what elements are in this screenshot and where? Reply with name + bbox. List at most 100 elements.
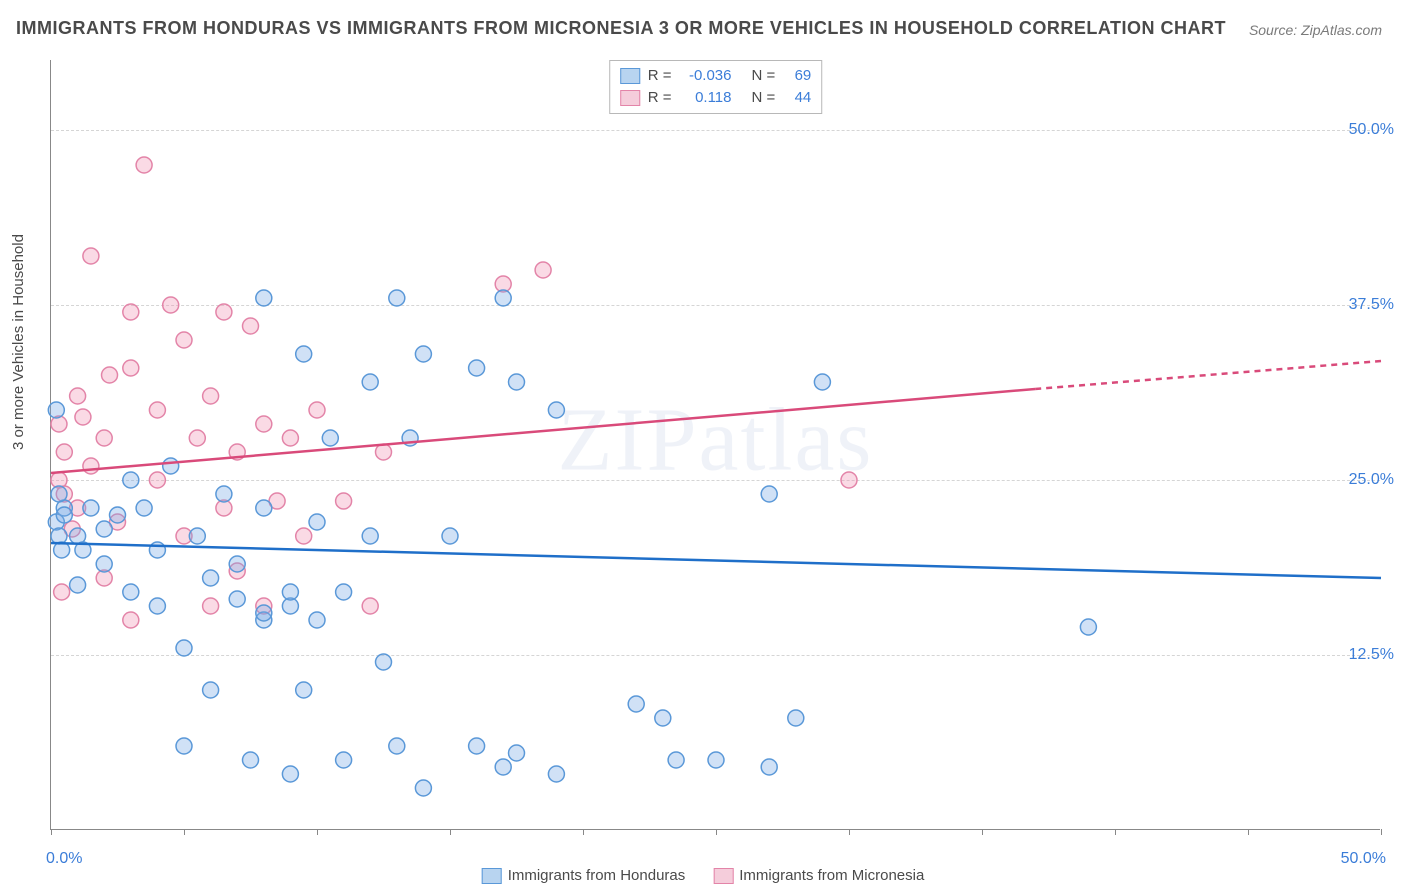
data-point [56,507,72,523]
data-point [149,542,165,558]
data-point [336,752,352,768]
data-point [54,584,70,600]
plot-area: ZIPatlas R = -0.036 N = 69 R = 0.118 N =… [50,60,1380,830]
tick-v [982,829,983,835]
data-point [535,262,551,278]
data-point [256,290,272,306]
x-tick-right: 50.0% [1341,850,1386,868]
tick-v [716,829,717,835]
data-point [708,752,724,768]
n-label: N = [752,65,776,87]
data-point [282,430,298,446]
data-point [243,318,259,334]
data-point [509,374,525,390]
data-point [668,752,684,768]
swatch-micronesia-icon [713,868,733,884]
data-point [123,360,139,376]
data-point [322,430,338,446]
stats-row-micronesia: R = 0.118 N = 44 [620,87,812,109]
tick-v [849,829,850,835]
data-point [123,612,139,628]
data-point [1080,619,1096,635]
data-point [415,780,431,796]
data-point [761,759,777,775]
data-point [309,402,325,418]
data-point [282,766,298,782]
legend-label-micronesia: Immigrants from Micronesia [739,867,924,884]
data-point [163,297,179,313]
tick-v [1115,829,1116,835]
data-point [362,374,378,390]
y-axis-title: 3 or more Vehicles in Household [10,234,27,450]
source-credit: Source: ZipAtlas.com [1249,22,1382,38]
data-point [203,388,219,404]
data-point [51,528,67,544]
data-point [309,514,325,530]
trend-line [51,543,1381,578]
data-point [102,367,118,383]
data-point [814,374,830,390]
data-point [123,584,139,600]
data-point [123,304,139,320]
data-point [282,584,298,600]
tick-v [184,829,185,835]
data-point [48,402,64,418]
r-label: R = [648,65,672,87]
data-point [389,290,405,306]
data-point [376,444,392,460]
data-point [83,248,99,264]
data-point [189,528,205,544]
r-value-honduras: -0.036 [680,65,732,87]
data-point [495,759,511,775]
x-tick-left: 0.0% [46,850,82,868]
data-point [110,507,126,523]
bottom-legend: Immigrants from Honduras Immigrants from… [482,867,925,884]
data-point [136,500,152,516]
trend-line [1035,361,1381,389]
data-point [176,332,192,348]
data-point [469,738,485,754]
data-point [83,500,99,516]
tick-v [450,829,451,835]
data-point [336,584,352,600]
data-point [149,472,165,488]
data-point [203,570,219,586]
r-label: R = [648,87,672,109]
n-value-honduras: 69 [783,65,811,87]
data-point [548,402,564,418]
data-point [149,402,165,418]
swatch-honduras-icon [482,868,502,884]
data-point [70,388,86,404]
data-point [362,528,378,544]
data-point [176,640,192,656]
legend-item-honduras: Immigrants from Honduras [482,867,686,884]
data-point [229,556,245,572]
data-point [548,766,564,782]
tick-v [51,829,52,835]
data-point [176,738,192,754]
data-point [163,458,179,474]
tick-v [1248,829,1249,835]
y-tick-label: 50.0% [1349,121,1394,139]
chart-title: IMMIGRANTS FROM HONDURAS VS IMMIGRANTS F… [16,18,1226,39]
data-point [216,304,232,320]
data-point [51,486,67,502]
data-point [628,696,644,712]
data-point [203,598,219,614]
data-point [56,444,72,460]
n-value-micronesia: 44 [783,87,811,109]
data-point [376,654,392,670]
data-point [336,493,352,509]
data-point [788,710,804,726]
tick-v [583,829,584,835]
legend-item-micronesia: Immigrants from Micronesia [713,867,924,884]
tick-v [1381,829,1382,835]
stats-legend-box: R = -0.036 N = 69 R = 0.118 N = 44 [609,60,823,114]
data-point [841,472,857,488]
data-point [362,598,378,614]
data-point [655,710,671,726]
data-point [189,430,205,446]
stats-row-honduras: R = -0.036 N = 69 [620,65,812,87]
data-point [83,458,99,474]
y-tick-label: 12.5% [1349,646,1394,664]
